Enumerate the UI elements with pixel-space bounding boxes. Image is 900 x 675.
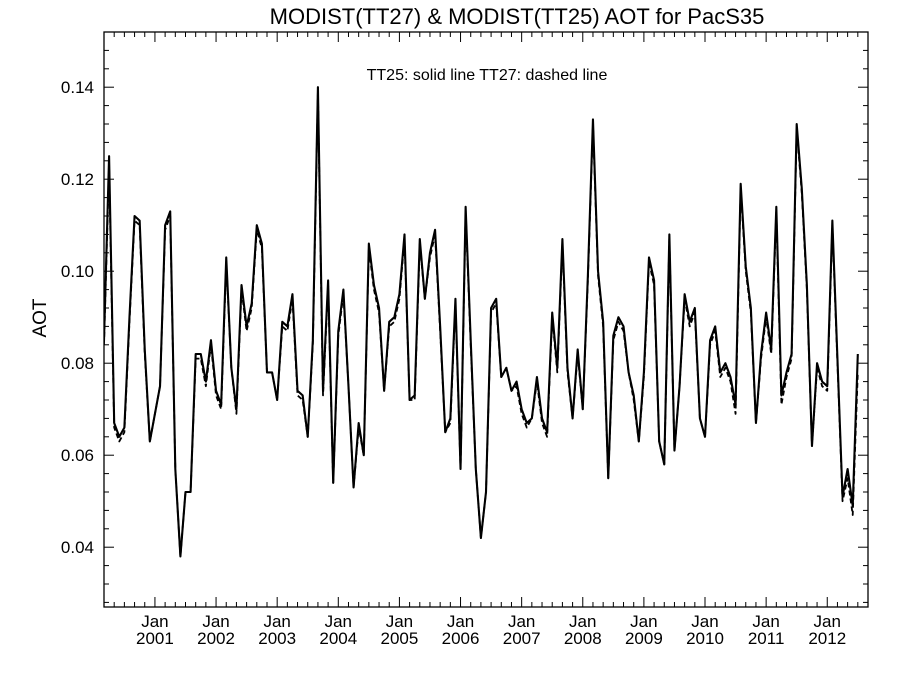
plot-area: 0.040.060.080.100.120.14Jan2001Jan2002Ja… xyxy=(61,31,869,648)
x-tick-label-year: 2001 xyxy=(136,629,174,648)
x-tick-label-month: Jan xyxy=(325,612,352,631)
x-tick-label-month: Jan xyxy=(508,612,535,631)
x-tick-label-year: 2005 xyxy=(380,629,418,648)
x-tick-label-month: Jan xyxy=(630,612,657,631)
x-tick-label-month: Jan xyxy=(386,612,413,631)
x-tick-label-year: 2011 xyxy=(748,629,785,648)
x-tick-label-month: Jan xyxy=(569,612,596,631)
series-legend-annotation: TT25: solid line TT27: dashed line xyxy=(367,67,608,84)
x-tick-label-year: 2012 xyxy=(808,629,846,648)
x-tick-label-year: 2007 xyxy=(503,629,541,648)
y-tick-label: 0.10 xyxy=(61,262,94,281)
chart-title: MODIST(TT27) & MODIST(TT25) AOT for PacS… xyxy=(270,4,765,29)
y-tick-label: 0.12 xyxy=(61,170,94,189)
y-tick-label: 0.14 xyxy=(61,78,94,97)
y-tick-label: 0.06 xyxy=(61,446,94,465)
x-tick-label-month: Jan xyxy=(202,612,229,631)
x-tick-label-year: 2002 xyxy=(197,629,235,648)
series-line-tt25 xyxy=(104,86,859,558)
x-tick-label-year: 2006 xyxy=(442,629,480,648)
x-tick-label-month: Jan xyxy=(814,612,841,631)
x-tick-label-month: Jan xyxy=(447,612,474,631)
y-tick-label: 0.08 xyxy=(61,354,94,373)
x-tick-label-month: Jan xyxy=(691,612,718,631)
plot-frame xyxy=(103,31,869,608)
x-tick-label-year: 2010 xyxy=(686,629,724,648)
y-tick-label: 0.04 xyxy=(61,538,94,557)
x-tick-label-year: 2003 xyxy=(258,629,296,648)
series-line-tt27 xyxy=(104,90,859,558)
x-tick-label-month: Jan xyxy=(263,612,290,631)
x-tick-label-year: 2004 xyxy=(319,629,357,648)
y-axis-title: AOT xyxy=(30,298,51,337)
x-tick-label-year: 2009 xyxy=(625,629,663,648)
x-tick-label-month: Jan xyxy=(141,612,168,631)
x-tick-label-year: 2008 xyxy=(564,629,602,648)
x-tick-label-month: Jan xyxy=(752,612,779,631)
